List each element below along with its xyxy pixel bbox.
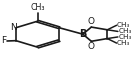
Text: F: F bbox=[1, 37, 6, 45]
Text: B: B bbox=[79, 29, 86, 39]
Text: CH₃: CH₃ bbox=[118, 34, 132, 40]
Text: O: O bbox=[87, 42, 94, 51]
Text: CH₃: CH₃ bbox=[30, 3, 45, 12]
Text: CH₃: CH₃ bbox=[117, 40, 130, 46]
Text: CH₃: CH₃ bbox=[117, 22, 130, 28]
Text: O: O bbox=[87, 17, 94, 26]
Text: CH₃: CH₃ bbox=[118, 28, 132, 34]
Text: N: N bbox=[10, 23, 17, 32]
